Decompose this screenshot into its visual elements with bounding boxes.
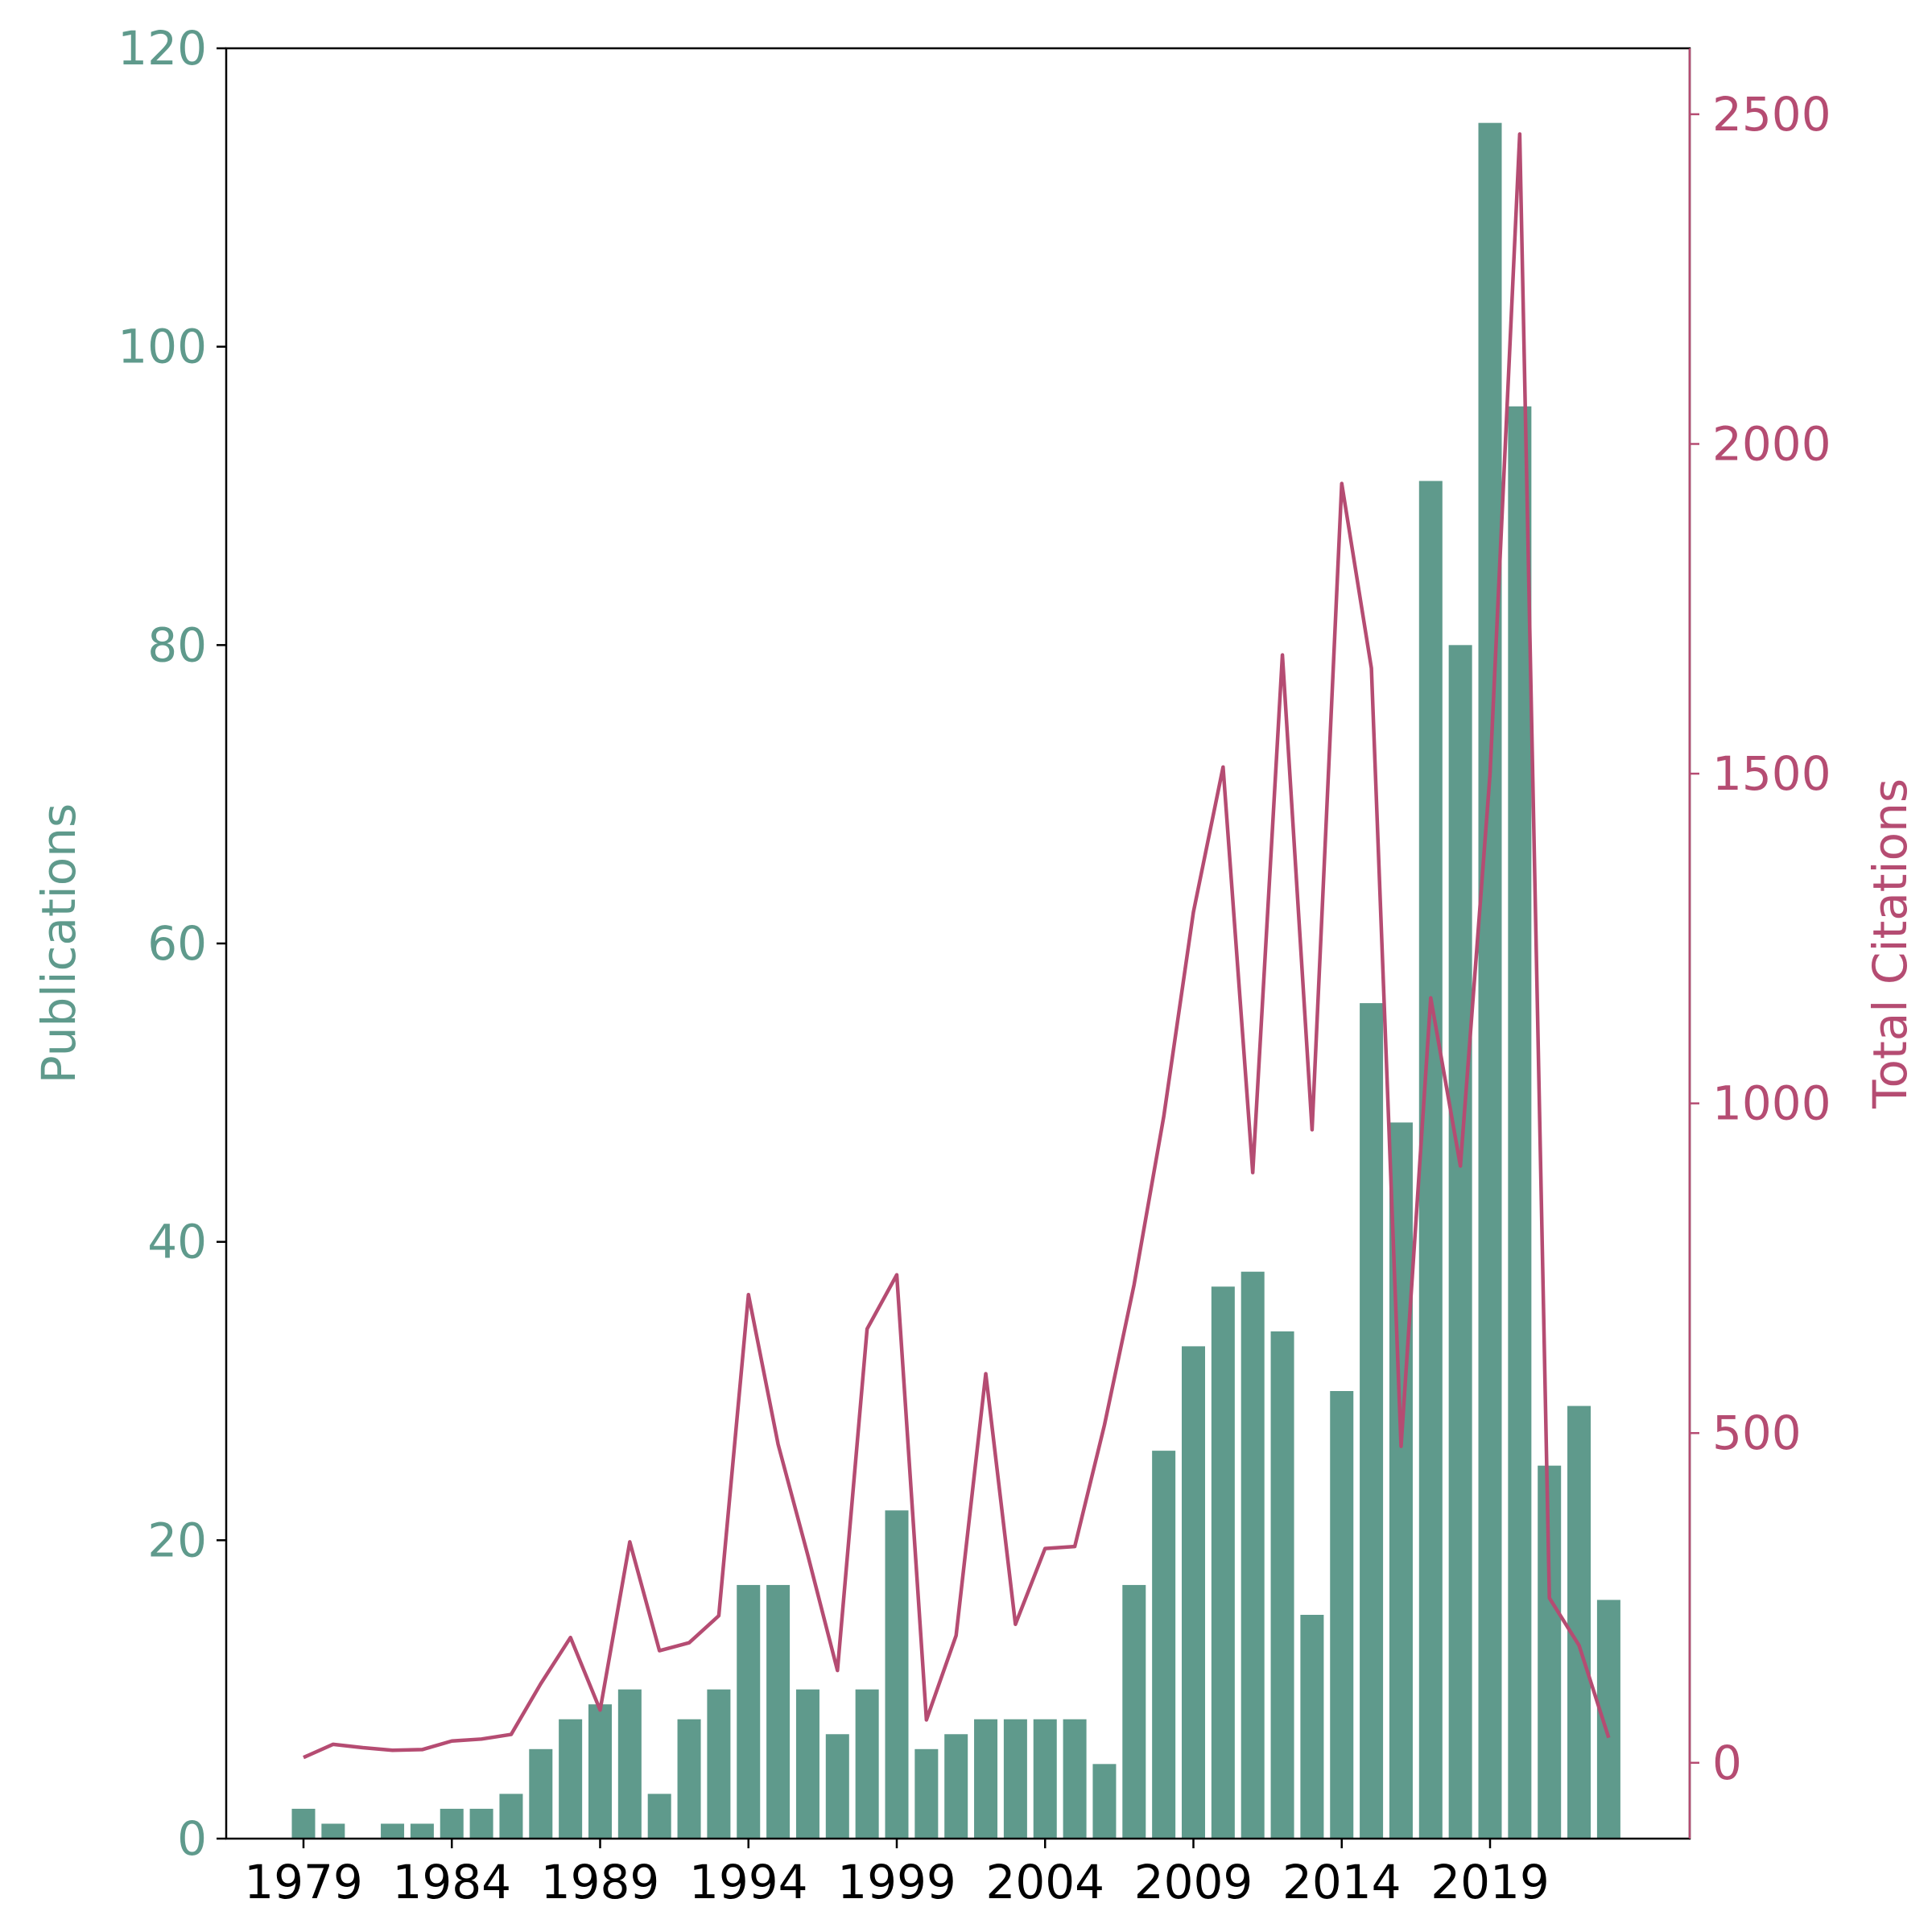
right-axis-label: Total Citations [1863,778,1918,1109]
publication-bars [291,122,1620,1839]
bar-1982 [381,1823,405,1839]
left-tick-label: 40 [147,1215,207,1269]
bar-1993 [707,1689,731,1839]
bar-2022 [1567,1406,1591,1839]
x-tick-label: 1979 [244,1855,363,1909]
x-tick-label: 1989 [541,1855,660,1909]
left-tick-label: 100 [118,320,207,374]
bar-2009 [1182,1346,1205,1839]
bar-1980 [321,1823,345,1839]
bar-1991 [647,1794,671,1839]
bar-2018 [1448,645,1472,1839]
bar-1979 [291,1808,316,1839]
bar-2006 [1092,1764,1117,1839]
bar-2011 [1241,1271,1265,1839]
left-tick-label: 60 [147,916,207,971]
right-tick-label: 1500 [1712,746,1831,801]
bar-1990 [617,1689,642,1839]
right-tick-label: 0 [1712,1736,1742,1790]
left-tick-label: 80 [147,617,207,672]
x-axis: 1979 1984 1989 1994 1999 2004 2009 2014 2019 [244,1839,1550,1909]
bar-2015 [1360,1003,1384,1839]
bar-2003 [1003,1719,1027,1839]
bar-2007 [1122,1584,1146,1839]
left-tick-label: 20 [147,1513,207,1567]
bar-1989 [588,1704,612,1839]
bar-2020 [1508,406,1532,1839]
bar-1992 [677,1719,701,1839]
right-y-axis: 0 500 1000 1500 2000 2500 [1688,48,1831,1839]
x-tick-label: 2009 [1134,1855,1253,1909]
bar-2012 [1270,1331,1294,1839]
bar-2008 [1152,1451,1176,1839]
bar-1995 [766,1584,791,1839]
x-tick-label: 1984 [392,1855,511,1909]
x-tick-label: 2014 [1282,1855,1402,1909]
bar-1985 [469,1808,493,1839]
bar-2004 [1033,1719,1057,1839]
bar-2010 [1211,1286,1235,1839]
bar-1997 [825,1734,849,1839]
x-tick-label: 2019 [1430,1855,1550,1909]
bar-2000 [914,1748,939,1839]
right-tick-label: 2500 [1712,87,1831,142]
bar-1988 [559,1719,583,1839]
bar-2001 [944,1734,968,1839]
citation-series [303,132,1611,1760]
bar-1984 [440,1808,464,1839]
bar-2014 [1330,1391,1354,1839]
bar-2013 [1300,1615,1324,1839]
bar-1998 [855,1689,879,1839]
citation-line [303,132,1611,1760]
bar-1983 [410,1823,434,1839]
bar-1994 [737,1584,761,1839]
left-tick-label: 0 [177,1811,207,1866]
bar-2019 [1478,122,1502,1839]
bar-1996 [795,1689,819,1839]
bar-2005 [1063,1719,1087,1839]
left-axis-label: Publications [31,803,86,1084]
right-tick-label: 500 [1712,1406,1802,1460]
x-tick-label: 1994 [689,1855,808,1909]
right-tick-label: 1000 [1712,1076,1831,1131]
bar-1999 [885,1510,909,1839]
x-tick-label: 1999 [837,1855,956,1909]
bar-2017 [1418,481,1443,1839]
left-tick-label: 120 [118,21,207,76]
bar-1986 [499,1794,523,1839]
bar-2023 [1596,1600,1620,1839]
right-tick-label: 2000 [1712,416,1831,471]
bar-2002 [974,1719,998,1839]
left-y-axis: 0 20 40 60 80 100 120 [118,21,226,1866]
x-tick-label: 2004 [985,1855,1104,1909]
bar-1987 [529,1748,553,1839]
